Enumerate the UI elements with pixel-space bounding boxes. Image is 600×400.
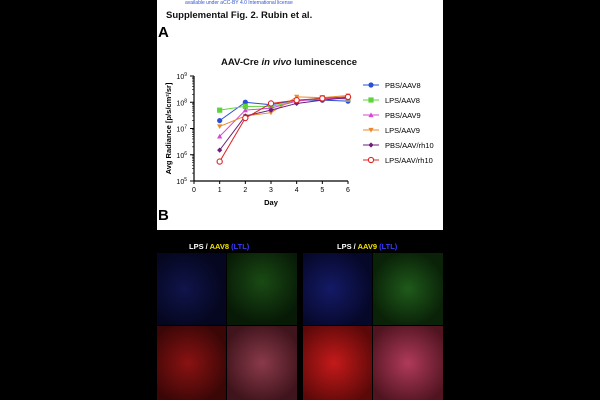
x-tick-label: 3 — [269, 187, 273, 194]
y-tick-label: 109 — [176, 72, 187, 81]
data-point — [319, 95, 326, 102]
y-tick-label: 105 — [176, 177, 187, 186]
legend-marker — [367, 156, 375, 164]
data-point — [268, 107, 274, 113]
data-point — [242, 107, 248, 113]
data-point — [216, 158, 223, 165]
data-point — [217, 124, 223, 130]
micrograph-aav8-red-channel — [157, 326, 226, 400]
micrograph-label-aav8: LPS / AAV8 (LTL) — [189, 242, 250, 251]
legend-label: PBS/AAV9 — [385, 111, 421, 120]
panel-a-letter: A — [158, 24, 169, 41]
legend-marker — [368, 97, 374, 103]
y-tick-label: 106 — [176, 151, 187, 160]
data-point — [217, 107, 223, 113]
x-tick-label: 4 — [295, 187, 299, 194]
micrograph-aav9-aav-channel — [373, 253, 443, 325]
micrograph-aav9-red-channel — [303, 326, 372, 400]
data-point — [268, 110, 274, 116]
legend-label: LPS/AAV/rh10 — [385, 156, 433, 165]
x-tick-label: 6 — [346, 187, 350, 194]
y-axis-label: Avg Radiance [p/s/cm²/sr] — [164, 82, 173, 174]
data-point — [242, 114, 249, 122]
legend-marker — [368, 127, 374, 133]
legend-marker — [368, 82, 374, 88]
legend-label: LPS/AAV9 — [385, 126, 420, 135]
micrograph-aav8-ltl-channel — [157, 253, 226, 325]
micrograph-aav8-aav-channel — [227, 253, 297, 325]
legend-marker — [368, 112, 374, 118]
series-line-3 — [219, 95, 349, 127]
x-tick-label: 5 — [320, 187, 324, 194]
data-point — [217, 133, 223, 139]
chart-title: AAV-Cre in vivo luminescence — [221, 57, 358, 68]
y-tick-label: 108 — [176, 98, 187, 107]
micrograph-aav8 — [157, 253, 297, 400]
paper-page: available under aCC-BY 4.0 International… — [157, 0, 443, 400]
micrograph-label-aav9: LPS / AAV9 (LTL) — [337, 242, 398, 251]
series-line-0 — [219, 99, 349, 122]
panel-b-letter: B — [158, 207, 169, 224]
data-point — [267, 100, 275, 107]
data-point — [344, 93, 352, 101]
x-tick-label: 1 — [218, 187, 222, 194]
x-tick-label: 0 — [192, 187, 196, 194]
micrograph-aav9-ltl-channel — [303, 253, 372, 325]
series-line-2 — [219, 97, 348, 137]
series-line-4 — [219, 97, 349, 151]
legend-marker — [368, 142, 374, 148]
data-point — [217, 147, 223, 153]
supplement-title: Supplemental Fig. 2. Rubin et al. — [166, 10, 313, 21]
data-point — [217, 117, 223, 124]
x-axis-label: Day — [264, 198, 279, 207]
data-point — [242, 99, 248, 105]
legend-label: LPS/AAV8 — [385, 96, 420, 105]
data-point — [293, 97, 300, 104]
x-tick-label: 2 — [243, 187, 247, 194]
license-text: available under aCC-BY 4.0 International… — [185, 0, 293, 6]
y-tick-label: 107 — [176, 125, 187, 134]
series-line-5 — [219, 96, 349, 162]
micrograph-aav9-merge — [373, 326, 443, 400]
luminescence-chart: 105 106 107 108 109 0 1 2 3 4 5 6 Day Avg Radiance [p… — [164, 72, 434, 207]
micrograph-aav9 — [303, 253, 443, 400]
data-point — [242, 103, 248, 109]
legend-label: PBS/AAV8 — [385, 81, 421, 90]
legend-label: PBS/AAV/rh10 — [385, 141, 434, 150]
micrograph-aav8-merge — [227, 326, 297, 400]
